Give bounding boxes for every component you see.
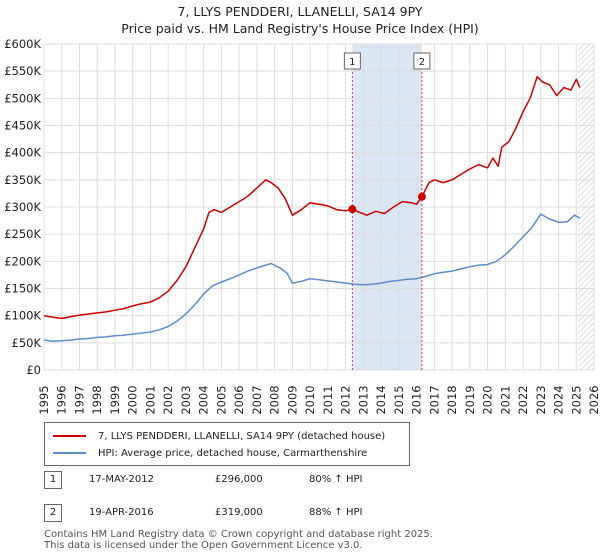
- footer-copyright: Contains HM Land Registry data © Crown c…: [44, 529, 433, 540]
- x-tick-label: 1995: [37, 385, 51, 414]
- x-tick-label: 2003: [179, 385, 193, 414]
- legend-item-hpi: HPI: Average price, detached house, Carm…: [53, 445, 367, 461]
- footer-licence: This data is licensed under the Open Gov…: [44, 539, 363, 551]
- sale-marker-label: 2: [419, 57, 425, 68]
- legend-swatch-property: [53, 435, 86, 437]
- sale-point: [417, 192, 426, 201]
- legend: 7, LLYS PENDDERI, LLANELLI, SA14 9PY (de…: [44, 422, 410, 466]
- sale-hpi-change: 88% ↑ HPI: [309, 507, 363, 518]
- sale-price: £319,000: [215, 507, 263, 518]
- y-tick-label: £150K: [4, 282, 41, 296]
- sale-row: 2 19-APR-2016 £319,000 88% ↑ HPI: [44, 504, 464, 524]
- property-price-line: [44, 75, 581, 320]
- x-tick-label: 2001: [143, 385, 157, 414]
- y-tick-label: £200K: [4, 254, 41, 268]
- x-tick-label: 2018: [445, 385, 459, 414]
- x-tick-label: 2007: [250, 385, 264, 414]
- x-tick-label: 2000: [126, 385, 140, 414]
- x-tick-label: 2017: [427, 385, 441, 414]
- axes: £0 £50K £100K £150K £200K £250K £300K £350K £400…: [4, 37, 600, 415]
- x-tick-label: 2006: [232, 385, 246, 414]
- sale-marker-box: [343, 52, 361, 70]
- sale-badge: 1: [44, 471, 62, 489]
- x-tick-label: 2014: [374, 385, 388, 414]
- y-tick-label: £100K: [4, 309, 41, 323]
- x-tick-label: 1998: [90, 385, 104, 414]
- x-tick-label: 2002: [161, 385, 175, 414]
- legend-label-property: 7, LLYS PENDDERI, LLANELLI, SA14 9PY (de…: [98, 430, 386, 442]
- x-tick-label: 2013: [356, 385, 370, 414]
- x-tick-label: 2016: [410, 385, 424, 414]
- y-tick-label: £500K: [4, 91, 41, 105]
- x-tick-label: 2025: [569, 385, 583, 414]
- x-tick-label: 2008: [268, 385, 282, 414]
- sale-badge: 2: [44, 504, 62, 522]
- series-layer: [44, 75, 581, 342]
- hpi-line: [44, 213, 581, 342]
- x-tick-label: 2020: [481, 385, 495, 414]
- x-tick-label: 1996: [55, 385, 69, 414]
- x-tick-label: 1997: [72, 385, 86, 414]
- x-tick-label: 2024: [552, 385, 566, 414]
- sale-marker-box: [413, 52, 431, 70]
- sale-point: [348, 205, 357, 214]
- legend-label-hpi: HPI: Average price, detached house, Carm…: [98, 447, 368, 459]
- footer: Contains HM Land Registry data © Crown c…: [44, 529, 433, 551]
- grid: [43, 43, 595, 371]
- x-tick-label: 1999: [108, 385, 122, 414]
- y-tick-label: £600K: [4, 37, 41, 51]
- x-tick-label: 2019: [463, 385, 477, 414]
- sale-date: 17-MAY-2012: [89, 474, 155, 485]
- sale-date: 19-APR-2016: [89, 507, 154, 518]
- y-tick-label: £350K: [4, 173, 41, 187]
- x-tick-label: 2004: [197, 385, 211, 414]
- y-tick-label: £400K: [4, 146, 41, 160]
- x-tick-label: 2011: [321, 385, 335, 414]
- x-tick-label: 2021: [498, 385, 512, 414]
- y-tick-label: £300K: [4, 200, 41, 214]
- sale-price: £296,000: [215, 474, 263, 485]
- legend-item-property: 7, LLYS PENDDERI, LLANELLI, SA14 9PY (de…: [53, 428, 385, 444]
- x-tick-label: 2015: [392, 385, 406, 414]
- x-tick-label: 2022: [516, 385, 530, 414]
- sale-marker-label: 1: [349, 57, 355, 68]
- chart-title: 7, LLYS PENDDERI, LLANELLI, SA14 9PY: [177, 4, 423, 19]
- chart-title-block: 7, LLYS PENDDERI, LLANELLI, SA14 9PY Pri…: [0, 3, 600, 37]
- chart-subtitle: Price paid vs. HM Land Registry's House …: [121, 21, 479, 36]
- x-tick-label: 2023: [534, 385, 548, 414]
- y-tick-label: £50K: [12, 336, 42, 350]
- x-tick-label: 2012: [339, 385, 353, 414]
- x-tick-label: 2010: [303, 385, 317, 414]
- sale-hpi-change: 80% ↑ HPI: [309, 474, 363, 485]
- y-tick-label: £250K: [4, 227, 41, 241]
- y-tick-label: £550K: [4, 64, 41, 78]
- legend-swatch-hpi: [53, 452, 86, 454]
- x-tick-label: 2009: [285, 385, 299, 414]
- x-tick-label: 2026: [587, 385, 600, 414]
- chart: £0 £50K £100K £150K £200K £250K £300K £350K £400…: [4, 37, 600, 415]
- x-tick-label: 2005: [214, 385, 228, 414]
- sale-row: 1 17-MAY-2012 £296,000 80% ↑ HPI: [44, 471, 464, 491]
- y-tick-label: £0: [26, 363, 41, 377]
- y-tick-label: £450K: [4, 119, 41, 133]
